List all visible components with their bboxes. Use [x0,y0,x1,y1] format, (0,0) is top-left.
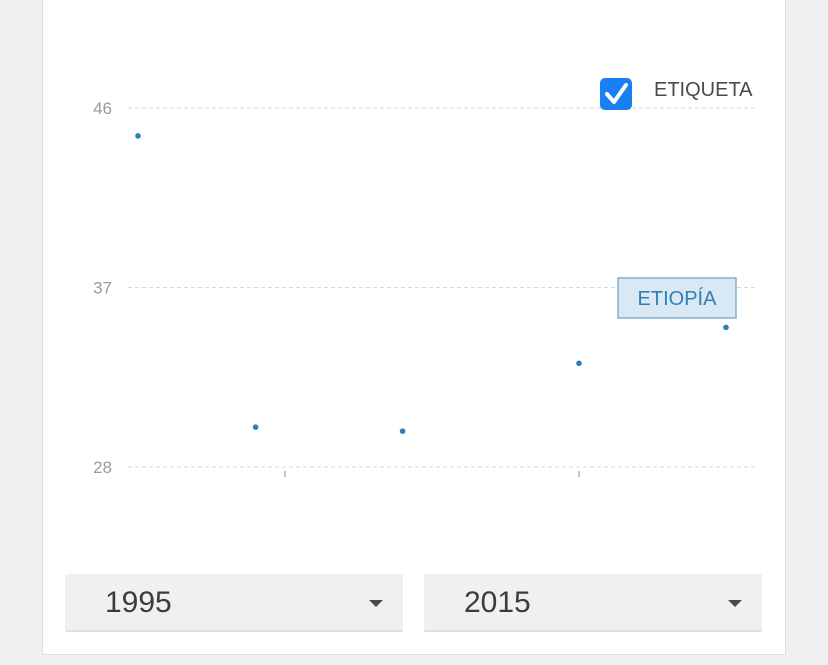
tooltip: ETIOPÍA [617,277,737,319]
grid-layer: 28 37 46 [93,99,758,477]
start-year-value: 1995 [105,586,172,619]
check-icon [605,83,628,104]
data-point[interactable] [576,360,582,367]
chevron-down-icon [728,600,742,607]
data-points [135,133,729,434]
chart-card [42,0,786,655]
data-point[interactable] [723,324,729,331]
tooltip-label: ETIOPÍA [638,287,718,310]
data-point[interactable] [135,133,141,139]
y-tick-label: 28 [93,458,112,477]
data-point[interactable] [252,424,259,430]
y-tick-label: 46 [93,99,112,118]
tooltip-box [617,277,737,319]
x-tick-marks [284,471,580,478]
end-year-select[interactable]: 2015 [424,574,762,632]
legend-label: ETIQUETA [654,79,753,101]
start-year-select[interactable]: 1995 [65,574,403,632]
legend-checkbox[interactable] [600,78,632,110]
data-point[interactable] [399,428,406,434]
chevron-down-icon [369,600,383,607]
y-tick-label: 37 [93,278,112,297]
end-year-value: 2015 [464,586,531,619]
legend[interactable]: ETIQUETA [600,78,753,110]
